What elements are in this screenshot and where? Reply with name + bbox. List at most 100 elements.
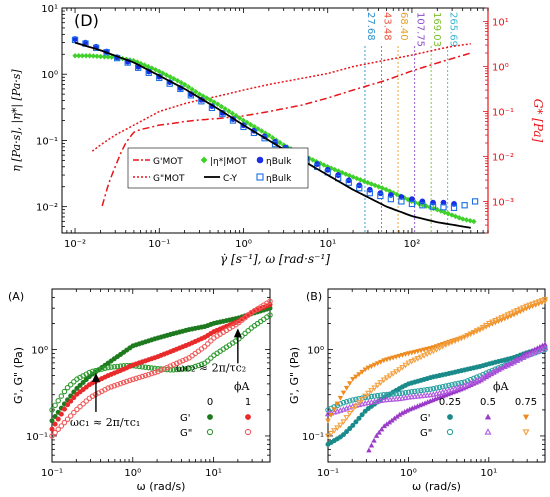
- data-point: [171, 76, 177, 82]
- data-point: [114, 381, 121, 388]
- data-point: [377, 192, 384, 200]
- legend-swatch: [256, 173, 264, 181]
- panel-label: (B): [306, 290, 322, 303]
- data-point: [430, 385, 437, 392]
- data-point: [467, 331, 474, 338]
- x-axis-label: ω (rad/s): [137, 480, 186, 493]
- data-point: [324, 433, 332, 440]
- y-tick-label: 10⁰: [41, 70, 58, 81]
- data-point: [244, 119, 250, 126]
- data-point: [371, 393, 378, 399]
- data-point: [269, 134, 276, 141]
- data-point: [402, 352, 409, 358]
- data-point: [449, 212, 455, 218]
- data-point: [470, 329, 477, 336]
- data-point: [393, 354, 399, 360]
- series-markers: [72, 53, 477, 225]
- y-axis-label: G', G" (Pa): [12, 347, 25, 404]
- data-point: [419, 198, 426, 205]
- x-tick-label: 10²: [404, 239, 421, 250]
- data-point: [420, 353, 428, 359]
- data-point: [345, 179, 352, 186]
- data-point: [267, 312, 273, 318]
- data-point: [343, 171, 349, 177]
- data-point: [52, 429, 58, 436]
- data-point: [49, 426, 55, 432]
- data-point: [343, 415, 350, 421]
- data-point: [176, 366, 183, 373]
- data-point: [161, 366, 167, 372]
- data-point: [350, 397, 356, 403]
- data-point: [120, 379, 127, 386]
- annotation-text: ωc₂ ≈ 2π/τc₂: [176, 361, 246, 374]
- data-point: [464, 333, 471, 339]
- data-point: [163, 72, 170, 78]
- legend-label: G"MOT: [153, 174, 185, 184]
- data-point: [365, 390, 372, 397]
- data-point: [215, 101, 221, 107]
- data-point: [427, 386, 434, 392]
- data-point: [501, 313, 508, 320]
- legend-row-label: G': [180, 413, 191, 424]
- data-point: [424, 391, 431, 398]
- legend-box: [127, 147, 309, 189]
- data-point: [61, 419, 68, 426]
- data-point: [355, 400, 363, 406]
- data-point: [368, 393, 375, 400]
- data-point: [482, 322, 490, 329]
- data-point: [170, 361, 177, 368]
- data-point: [258, 128, 265, 134]
- data-point: [94, 53, 100, 60]
- data-point: [183, 356, 189, 363]
- x-tick-label: 10⁻²: [64, 239, 86, 250]
- data-point: [441, 209, 448, 216]
- y2-tick-label: 10⁰: [492, 63, 509, 74]
- data-point: [402, 362, 409, 369]
- data-point: [328, 412, 334, 418]
- data-point: [95, 367, 102, 373]
- data-point: [476, 326, 484, 333]
- data-point: [371, 362, 378, 368]
- data-point: [343, 385, 350, 391]
- series-markers: [49, 298, 273, 439]
- data-point: [513, 307, 521, 314]
- data-point: [236, 115, 243, 121]
- data-point: [204, 95, 210, 101]
- data-point: [340, 419, 347, 425]
- x-tick-label: 10⁰: [124, 468, 141, 479]
- data-point: [139, 373, 146, 380]
- data-point: [415, 349, 421, 354]
- data-point: [114, 363, 121, 370]
- data-point: [411, 357, 418, 364]
- data-point: [439, 343, 446, 350]
- data-point: [371, 437, 377, 443]
- data-point: [340, 399, 347, 406]
- data-point: [344, 429, 350, 435]
- data-point: [327, 430, 335, 437]
- data-point: [167, 363, 174, 369]
- data-point: [130, 376, 136, 383]
- data-point: [393, 395, 400, 402]
- data-point: [337, 395, 344, 401]
- annotation-text: ωc₁ ≈ 2π/τc₁: [70, 416, 140, 429]
- data-point: [74, 385, 80, 391]
- legend-column-label: 0.25: [439, 397, 461, 408]
- data-point: [343, 398, 350, 405]
- data-point: [347, 426, 353, 432]
- data-point: [419, 202, 426, 208]
- data-point: [90, 53, 97, 59]
- data-point: [417, 392, 425, 399]
- data-point: [77, 403, 83, 410]
- data-point: [374, 382, 381, 389]
- data-point: [67, 381, 74, 388]
- data-point: [55, 397, 61, 404]
- panel-B: 10⁻¹ 10⁰ 10¹ 10⁻¹ 10⁰ (B) ϕA 0.25 0.5 0.75 G' G" ω (…: [288, 288, 549, 493]
- data-point: [83, 53, 89, 59]
- data-point: [526, 302, 533, 309]
- data-point: [80, 379, 86, 385]
- data-point: [58, 411, 64, 417]
- data-point: [139, 364, 146, 370]
- data-point: [486, 320, 493, 327]
- data-point: [261, 135, 268, 142]
- y-tick-label: 10⁻¹: [36, 136, 58, 147]
